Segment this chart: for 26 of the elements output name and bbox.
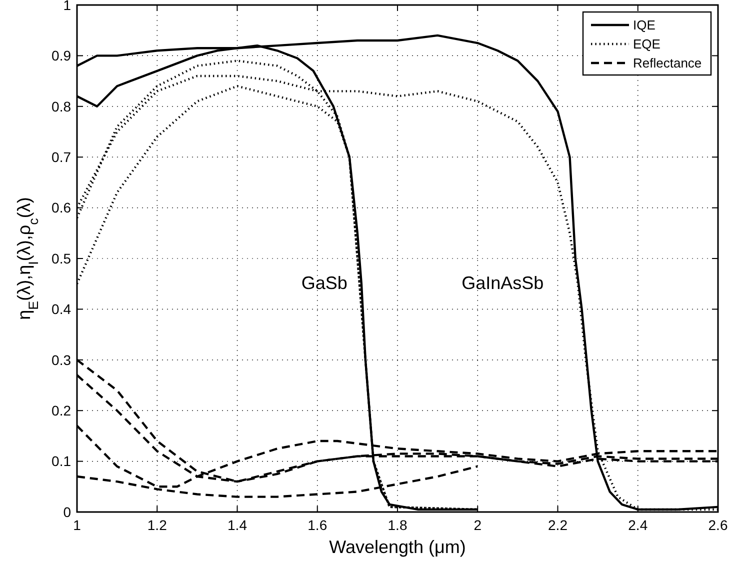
y-tick-label: 0.2: [52, 402, 72, 418]
x-tick-label: 2: [474, 517, 482, 533]
x-tick-label: 1: [73, 517, 82, 533]
y-tick-label: 0: [63, 504, 72, 520]
x-tick-label: 1.4: [228, 517, 248, 533]
x-tick-label: 2.6: [708, 517, 728, 533]
x-tick-label: 2.4: [628, 517, 648, 533]
y-tick-label: 0.3: [52, 352, 72, 368]
legend-label: IQE: [633, 18, 656, 33]
y-tick-label: 0.1: [52, 453, 72, 470]
y-tick-label: 0.8: [52, 98, 72, 114]
y-tick-label: 0.9: [52, 48, 72, 64]
annotation: GaInAsSb: [462, 272, 544, 293]
x-tick-label: 1.8: [388, 517, 408, 533]
y-tick-label: 0.4: [52, 301, 72, 318]
x-tick-label: 1.6: [308, 517, 328, 533]
y-tick-label: 0.5: [52, 250, 72, 266]
x-axis-title: Wavelength (μm): [329, 537, 466, 557]
legend-label: Reflectance: [633, 56, 702, 71]
y-tick-label: 1: [63, 0, 72, 13]
x-tick-label: 2.2: [548, 517, 568, 533]
y-tick-label: 0.6: [52, 200, 72, 216]
x-tick-label: 1.2: [147, 517, 168, 533]
y-tick-label: 0.7: [52, 149, 72, 165]
annotation: GaSb: [301, 272, 348, 293]
legend-label: EQE: [633, 36, 661, 52]
